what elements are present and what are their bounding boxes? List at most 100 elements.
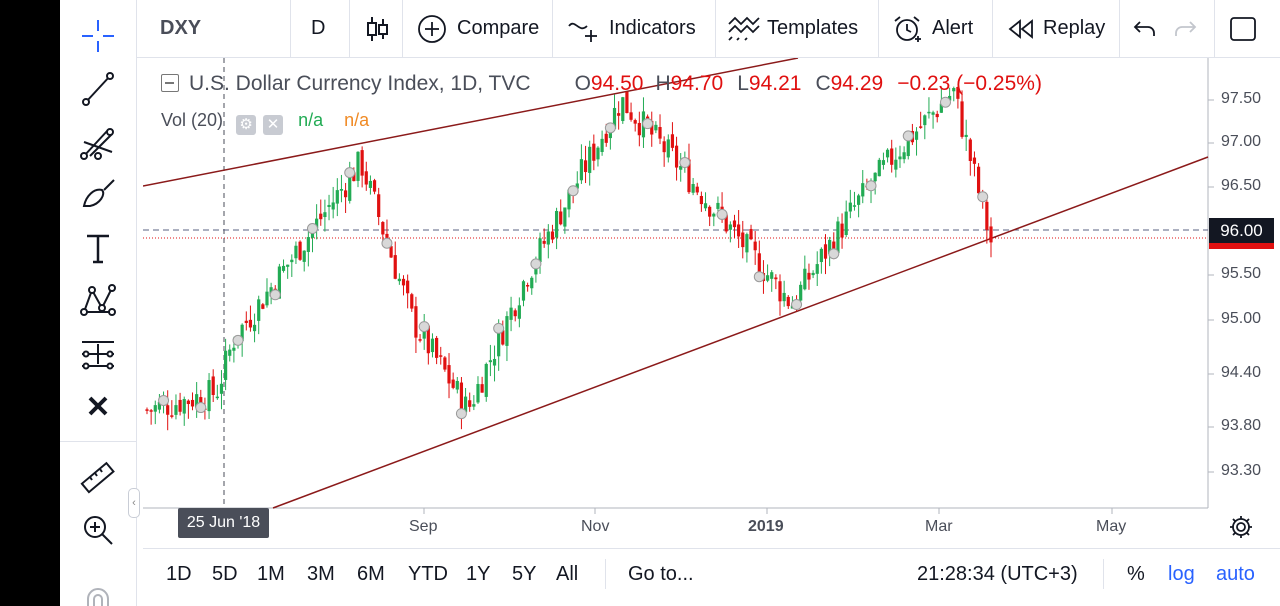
candle-body [939, 103, 943, 113]
candle-body [348, 172, 352, 201]
event-marker[interactable] [642, 118, 654, 130]
undo-icon [1133, 20, 1155, 36]
candle-body [327, 204, 331, 207]
time-ticks [423, 508, 1113, 514]
brush-icon[interactable] [74, 172, 122, 216]
chart-settings-button[interactable] [1228, 514, 1254, 545]
candle-body [832, 241, 836, 254]
ruler-icon[interactable] [74, 456, 122, 500]
settings-icon[interactable]: ⚙ [236, 115, 257, 135]
upper-trendline[interactable] [143, 58, 799, 187]
event-marker[interactable] [493, 322, 505, 334]
range-ytd[interactable]: YTD [408, 562, 448, 585]
redo-button[interactable] [1172, 0, 1198, 57]
time-tick-label: Mar [925, 518, 953, 535]
lower-trendline[interactable] [272, 156, 1209, 509]
clock-timezone[interactable]: 21:28:34 (UTC+3) [917, 562, 1078, 585]
top-toolbar: DXY D Compare Indicators Templates Alert… [137, 0, 1280, 58]
fib-tool-icon[interactable] [74, 120, 122, 164]
candle-body [836, 221, 840, 254]
event-marker[interactable] [269, 289, 281, 301]
measure-icon[interactable] [74, 332, 122, 376]
event-marker[interactable] [716, 208, 728, 220]
range-3m[interactable]: 3M [307, 562, 335, 585]
candle-body [422, 326, 426, 339]
event-marker[interactable] [939, 96, 951, 108]
magnet-icon[interactable] [74, 575, 122, 606]
percent-scale-toggle[interactable]: % [1127, 562, 1145, 585]
event-marker[interactable] [791, 299, 803, 311]
event-marker[interactable] [828, 248, 840, 260]
compare-button[interactable]: Compare [417, 0, 539, 57]
event-marker[interactable] [679, 157, 691, 169]
chart-style-button[interactable] [365, 0, 389, 57]
event-marker[interactable] [455, 408, 467, 420]
range-1d[interactable]: 1D [166, 562, 192, 585]
replay-button[interactable]: Replay [1007, 0, 1105, 57]
event-marker[interactable] [232, 334, 244, 346]
event-marker[interactable] [530, 258, 542, 270]
price-chart[interactable] [143, 58, 1280, 548]
candle-body [261, 304, 265, 309]
candle-body [596, 147, 600, 160]
range-1y[interactable]: 1Y [466, 562, 491, 585]
price-tick-label: 95.50 [1221, 265, 1262, 282]
candle-body [914, 131, 919, 140]
crosshair-icon[interactable] [74, 14, 122, 58]
candle-body [497, 328, 501, 357]
event-marker[interactable] [567, 185, 579, 197]
event-marker[interactable] [195, 402, 207, 414]
candle-body [881, 160, 886, 165]
symbol-search[interactable]: DXY [160, 17, 202, 39]
zoom-in-icon[interactable] [74, 508, 122, 552]
event-marker[interactable] [753, 271, 765, 283]
auto-scale-toggle[interactable]: auto [1216, 562, 1255, 585]
indicators-button[interactable]: Indicators [567, 0, 696, 57]
templates-button[interactable]: Templates [727, 0, 858, 57]
trend-line-icon[interactable] [74, 66, 122, 110]
event-marker[interactable] [381, 237, 393, 249]
event-marker[interactable] [902, 130, 914, 142]
remove-indicator-icon[interactable]: ✕ [263, 115, 284, 135]
candle-body [976, 166, 981, 194]
remove-drawings-icon[interactable] [74, 384, 122, 428]
pattern-icon[interactable] [74, 278, 122, 322]
crosshair-date-label: 25 Jun '18 [178, 508, 269, 538]
candle-body [224, 350, 228, 380]
event-marker[interactable] [306, 223, 318, 235]
candle-body [985, 201, 989, 230]
templates-label: Templates [767, 17, 859, 39]
event-marker[interactable] [604, 122, 616, 134]
event-marker[interactable] [418, 321, 430, 333]
candle-body [451, 379, 455, 388]
time-tick-label: May [1096, 518, 1127, 535]
legend-open-label: O [574, 72, 591, 95]
chart-pane[interactable]: U.S. Dollar Currency Index, 1D, TVC O94.5… [143, 58, 1280, 548]
candle-body [352, 172, 356, 182]
fullscreen-button[interactable] [1229, 0, 1257, 57]
range-all[interactable]: All [556, 562, 579, 585]
interval-button[interactable]: D [311, 17, 326, 39]
candle-body [724, 214, 728, 232]
templates-icon [728, 16, 760, 41]
legend-collapse-icon[interactable] [161, 74, 179, 92]
candle-body [968, 139, 972, 161]
range-5d[interactable]: 5D [212, 562, 238, 585]
undo-button[interactable] [1132, 0, 1158, 57]
event-marker[interactable] [977, 191, 989, 203]
candle-body [443, 357, 447, 370]
log-scale-toggle[interactable]: log [1168, 562, 1195, 585]
range-1m[interactable]: 1M [257, 562, 285, 585]
toolbar-collapse-handle[interactable]: ‹ [128, 488, 140, 518]
candle-body [927, 111, 931, 114]
range-6m[interactable]: 6M [357, 562, 385, 585]
range-5y[interactable]: 5Y [512, 562, 537, 585]
event-marker[interactable] [865, 180, 877, 192]
event-marker[interactable] [344, 167, 356, 179]
goto-date-button[interactable]: Go to... [628, 562, 694, 585]
candle-body [302, 250, 306, 262]
text-tool-icon[interactable] [74, 226, 122, 270]
event-marker[interactable] [158, 394, 170, 406]
alert-button[interactable]: Alert [892, 0, 973, 57]
candle-body [852, 205, 857, 207]
